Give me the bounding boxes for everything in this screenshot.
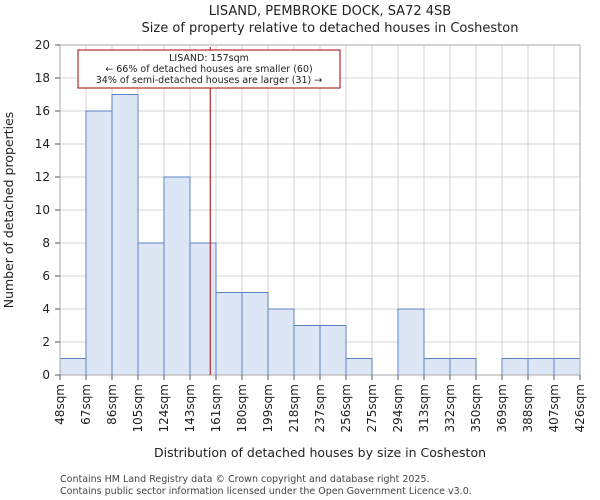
x-tick-label: 180sqm <box>235 384 249 432</box>
y-tick-label: 14 <box>35 137 50 151</box>
x-axis-label: Distribution of detached houses by size … <box>154 445 486 460</box>
x-tick-label: 86sqm <box>105 384 119 425</box>
y-tick-label: 12 <box>35 170 50 184</box>
annotation-box-border <box>77 49 341 89</box>
histogram-bar <box>449 358 477 376</box>
y-tick-label: 18 <box>35 71 50 85</box>
x-tick-label: 199sqm <box>261 384 275 432</box>
histogram-bar <box>553 358 581 376</box>
x-tick-label: 313sqm <box>417 384 431 432</box>
x-tick-label: 369sqm <box>495 384 509 432</box>
footer-line-2: Contains public sector information licen… <box>60 486 472 497</box>
x-tick-label: 67sqm <box>79 384 93 425</box>
x-tick-label: 275sqm <box>365 384 379 432</box>
annotation-line-1: LISAND: 157sqm <box>169 53 249 64</box>
histogram-bar <box>293 325 321 376</box>
x-tick-label: 426sqm <box>573 384 587 432</box>
x-tick-label: 407sqm <box>547 384 561 432</box>
chart-title: LISAND, PEMBROKE DOCK, SA72 4SB <box>209 4 451 19</box>
y-ticks-layer: 0 2 4 6 8 10 12 14 16 18 20 <box>35 38 60 382</box>
histogram-bar <box>85 110 113 376</box>
x-tick-label: 332sqm <box>443 384 457 432</box>
x-tick-label: 388sqm <box>521 384 535 432</box>
histogram-bar <box>397 308 425 376</box>
y-tick-label: 10 <box>35 203 50 217</box>
histogram-bar <box>267 308 295 376</box>
x-ticks-layer: 48sqm 67sqm 86sqm 105sqm 124sqm 143sqm 161sqm 1… <box>53 375 587 432</box>
histogram-bar <box>319 325 347 376</box>
x-tick-label: 218sqm <box>287 384 301 432</box>
x-tick-label: 48sqm <box>53 384 67 425</box>
y-tick-label: 16 <box>35 104 50 118</box>
histogram-bar <box>527 358 555 376</box>
x-tick-label: 143sqm <box>183 384 197 432</box>
histogram-bar <box>423 358 451 376</box>
y-tick-label: 6 <box>42 269 50 283</box>
y-tick-label: 2 <box>42 335 50 349</box>
bars-layer <box>59 94 581 376</box>
histogram-bar <box>137 242 165 376</box>
histogram-bar <box>189 242 217 376</box>
x-tick-label: 105sqm <box>131 384 145 432</box>
y-axis-label: Number of detached properties <box>1 112 16 309</box>
y-tick-label: 0 <box>42 368 50 382</box>
histogram-bar <box>163 176 191 376</box>
annotation-line-3: 34% of semi-detached houses are larger (… <box>96 75 323 86</box>
histogram-bar <box>215 292 243 376</box>
y-tick-label: 20 <box>35 38 50 52</box>
y-tick-label: 4 <box>42 302 50 316</box>
histogram-bar <box>111 94 139 376</box>
chart-subtitle: Size of property relative to detached ho… <box>142 21 519 36</box>
histogram-bar <box>501 358 529 376</box>
annotation-line-2: ← 66% of detached houses are smaller (60… <box>105 64 312 75</box>
x-tick-label: 256sqm <box>339 384 353 432</box>
histogram-bar <box>59 358 87 376</box>
x-tick-label: 294sqm <box>391 384 405 432</box>
x-tick-label: 161sqm <box>209 384 223 432</box>
histogram-bar <box>345 358 373 376</box>
x-tick-label: 350sqm <box>469 384 483 432</box>
annotation-box: LISAND: 157sqm ← 66% of detached houses … <box>77 49 341 89</box>
x-tick-label: 237sqm <box>313 384 327 432</box>
footer-line-1: Contains HM Land Registry data © Crown c… <box>60 474 430 485</box>
y-tick-label: 8 <box>42 236 50 250</box>
histogram-bar <box>241 292 269 376</box>
x-tick-label: 124sqm <box>157 384 171 432</box>
